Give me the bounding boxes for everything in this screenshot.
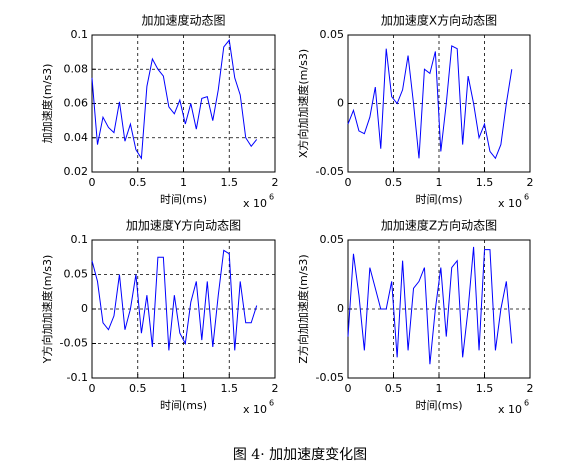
x-axis-label: 时间(ms) [415, 399, 462, 412]
x-multiplier: x 10 [498, 197, 522, 210]
series-line [91, 249, 258, 351]
x-tick-label: 1 [436, 176, 443, 189]
x-tick-label: 0.5 [129, 176, 147, 189]
y-tick-label: -0.1 [67, 371, 88, 384]
chart-title: 加加速度X方向动态图 [381, 13, 497, 28]
x-axis-label: 时间(ms) [160, 193, 207, 206]
series-line [347, 45, 513, 160]
y-tick-label: 0.02 [64, 165, 89, 178]
x-multiplier-exp: 6 [269, 399, 274, 408]
x-tick-label: 1 [436, 382, 443, 395]
x-tick-label: 0.5 [385, 176, 403, 189]
y-tick-label: 0 [337, 97, 344, 110]
y-tick-label: 0.1 [71, 28, 89, 41]
y-tick-label: 0.05 [320, 233, 345, 246]
series-line [347, 246, 513, 365]
y-tick-label: 0 [337, 302, 344, 315]
x-tick-label: 2 [527, 176, 534, 189]
x-multiplier: x 10 [243, 403, 267, 416]
x-axis-label: 时间(ms) [415, 193, 462, 206]
x-multiplier-exp: 6 [524, 399, 529, 408]
y-axis-label: X方向加加速度(m/s3) [296, 49, 310, 158]
x-multiplier: x 10 [498, 403, 522, 416]
y-tick-label: 0.06 [64, 97, 89, 110]
x-tick-label: 0.5 [129, 382, 147, 395]
x-tick-label: 2 [272, 382, 279, 395]
x-tick-label: 0 [89, 176, 96, 189]
x-multiplier-exp: 6 [269, 193, 274, 202]
caption: 图 4· 加加速度变化图 [233, 447, 367, 463]
y-tick-label: 0 [81, 302, 88, 315]
series-line [91, 38, 258, 160]
chart-title: 加加速度Z方向动态图 [381, 218, 497, 233]
y-axis-label: 加加速度(m/s3) [40, 64, 54, 144]
x-multiplier-exp: 6 [524, 193, 529, 202]
y-tick-label: 0.05 [320, 28, 345, 41]
x-tick-label: 1.5 [476, 382, 494, 395]
x-tick-label: 1.5 [476, 176, 494, 189]
x-tick-label: 0.5 [385, 382, 403, 395]
x-tick-label: 1.5 [221, 382, 239, 395]
x-tick-label: 1 [180, 382, 187, 395]
x-multiplier: x 10 [243, 197, 267, 210]
x-tick-label: 1 [180, 176, 187, 189]
y-tick-label: -0.05 [316, 165, 344, 178]
chart-title: 加加速度动态图 [141, 13, 225, 28]
y-tick-label: -0.05 [316, 371, 344, 384]
x-tick-label: 2 [527, 382, 534, 395]
x-tick-label: 0 [345, 382, 352, 395]
x-tick-label: 2 [272, 176, 279, 189]
y-axis-label: Y方向加加速度(m/s3) [40, 255, 54, 364]
y-tick-label: 0.08 [64, 62, 89, 75]
x-axis-label: 时间(ms) [160, 399, 207, 412]
x-tick-label: 1.5 [221, 176, 239, 189]
y-axis-label: Z方向加加速度(m/s3) [296, 254, 310, 363]
chart-title: 加加速度Y方向动态图 [126, 218, 241, 233]
x-tick-label: 0 [345, 176, 352, 189]
y-tick-label: 0.1 [71, 233, 89, 246]
y-tick-label: 0.05 [64, 268, 89, 281]
x-tick-label: 0 [89, 382, 96, 395]
y-tick-label: 0.04 [64, 131, 89, 144]
y-tick-label: -0.05 [60, 337, 88, 350]
